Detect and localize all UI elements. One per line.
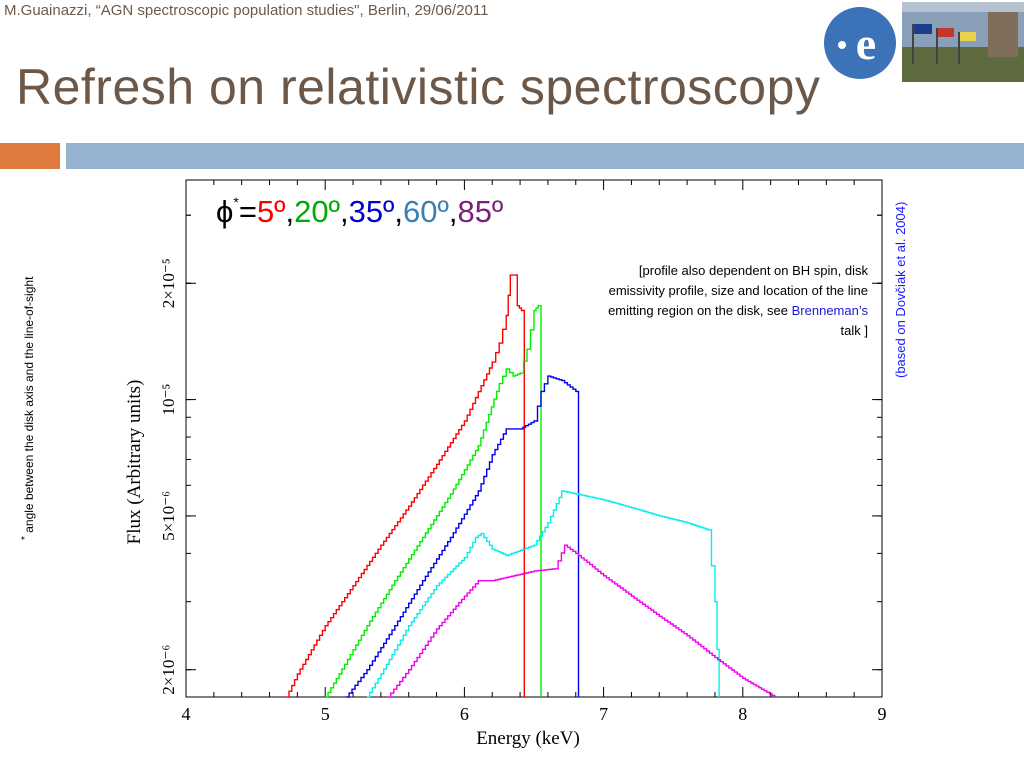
plot-frame xyxy=(185,179,883,698)
phi-separator: , xyxy=(285,194,295,229)
x-tick-label: 9 xyxy=(878,704,887,724)
series-line-1 xyxy=(325,305,542,698)
phi-separator: , xyxy=(448,194,458,229)
phi-equals: = xyxy=(238,194,257,229)
y-tick-label: 2×10⁻⁶ xyxy=(159,645,178,695)
logo-glyph: e xyxy=(856,18,876,69)
slide-title: Refresh on relativistic spectroscopy xyxy=(16,59,821,115)
x-axis-label: Energy (keV) xyxy=(476,728,580,749)
x-tick-label: 4 xyxy=(182,704,191,724)
y-tick-label: 5×10⁻⁶ xyxy=(159,491,178,541)
x-tick-label: 7 xyxy=(599,704,608,724)
phi-angle-3: 60º xyxy=(403,194,449,229)
esa-logo: e xyxy=(824,7,896,79)
x-tick-label: 5 xyxy=(321,704,330,724)
note-text: [profile also dependent on BH spin, disk… xyxy=(608,263,868,318)
x-tick-label: 6 xyxy=(460,704,469,724)
phi-angles-label: ϕ*=5º,20º,35º,60º,85º xyxy=(216,194,503,230)
series-line-2 xyxy=(346,375,580,698)
y-tick-label: 2×10⁻⁵ xyxy=(159,258,178,308)
phi-separator: , xyxy=(339,194,349,229)
phi-separator: , xyxy=(394,194,404,229)
phi-star: * xyxy=(233,193,239,210)
chart-axes: 4 5 6 7 8 9 2×10⁻⁶ 5×10⁻⁶ 10⁻⁵ 2×10⁻⁵ xyxy=(159,179,887,724)
y-axis-label: Flux (Arbitrary units) xyxy=(124,380,145,545)
slide-header: M.Guainazzi, “AGN spectroscopic populati… xyxy=(4,2,489,19)
series-line-3 xyxy=(367,490,720,698)
chart-series xyxy=(286,274,776,698)
berlin-flags-photo xyxy=(902,2,1024,82)
phi-angle-0: 5º xyxy=(256,194,286,229)
brenneman-link[interactable]: Brenneman’s xyxy=(791,303,868,318)
profile-note: [profile also dependent on BH spin, disk… xyxy=(596,261,868,341)
y-tick-label: 10⁻⁵ xyxy=(159,384,178,416)
series-line-0 xyxy=(286,274,525,698)
accent-bar-orange xyxy=(0,143,60,169)
series-line-4 xyxy=(387,544,776,698)
accent-bar-blue xyxy=(66,143,1024,169)
x-tick-label: 8 xyxy=(738,704,747,724)
note-tail: talk ] xyxy=(840,323,868,338)
phi-angle-1: 20º xyxy=(294,194,340,229)
phi-angle-4: 85º xyxy=(457,194,504,229)
phi-symbol: ϕ xyxy=(216,194,234,229)
phi-angle-2: 35º xyxy=(348,194,395,229)
